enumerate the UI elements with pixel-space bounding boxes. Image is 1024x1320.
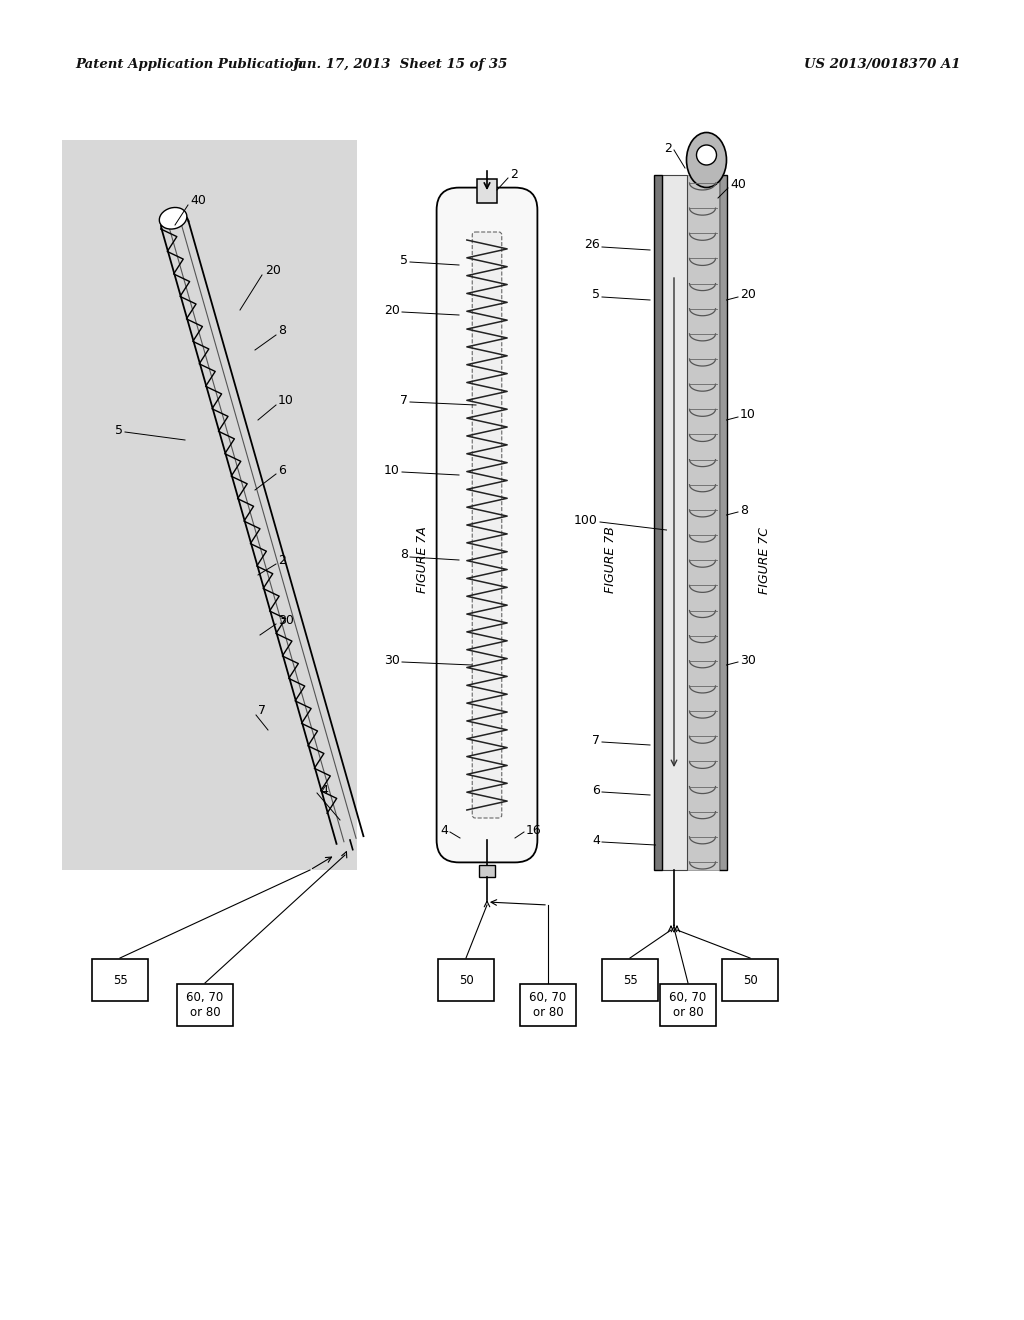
Text: 26: 26 xyxy=(585,239,600,252)
Text: 8: 8 xyxy=(278,323,286,337)
Text: 55: 55 xyxy=(623,974,637,986)
FancyBboxPatch shape xyxy=(479,865,495,876)
Text: 20: 20 xyxy=(265,264,281,276)
Text: 7: 7 xyxy=(592,734,600,747)
Ellipse shape xyxy=(686,132,726,187)
Text: 6: 6 xyxy=(278,463,286,477)
Text: 50: 50 xyxy=(742,974,758,986)
FancyBboxPatch shape xyxy=(436,187,538,862)
Text: 10: 10 xyxy=(384,463,400,477)
Text: 5: 5 xyxy=(115,424,123,437)
Text: 7: 7 xyxy=(400,393,408,407)
Text: 100: 100 xyxy=(574,513,598,527)
Text: 30: 30 xyxy=(384,653,400,667)
Text: 40: 40 xyxy=(190,194,206,206)
Text: US 2013/0018370 A1: US 2013/0018370 A1 xyxy=(804,58,961,71)
Text: Patent Application Publication: Patent Application Publication xyxy=(75,58,303,71)
FancyBboxPatch shape xyxy=(92,960,148,1001)
Text: 7: 7 xyxy=(258,704,266,717)
Ellipse shape xyxy=(696,145,717,165)
Text: 10: 10 xyxy=(278,393,294,407)
Text: 2: 2 xyxy=(510,169,518,181)
Text: 60, 70
or 80: 60, 70 or 80 xyxy=(186,991,223,1019)
FancyBboxPatch shape xyxy=(438,960,494,1001)
FancyBboxPatch shape xyxy=(177,983,233,1026)
FancyBboxPatch shape xyxy=(722,960,778,1001)
Text: 5: 5 xyxy=(400,253,408,267)
Text: 4: 4 xyxy=(319,784,328,796)
Text: 2: 2 xyxy=(665,141,672,154)
Text: 50: 50 xyxy=(459,974,473,986)
Text: 10: 10 xyxy=(740,408,756,421)
FancyBboxPatch shape xyxy=(686,176,719,870)
Text: 20: 20 xyxy=(740,289,756,301)
Text: 40: 40 xyxy=(730,178,745,191)
Text: 4: 4 xyxy=(440,824,449,837)
Text: 2: 2 xyxy=(278,553,286,566)
Text: 20: 20 xyxy=(384,304,400,317)
FancyBboxPatch shape xyxy=(472,232,502,818)
Text: 6: 6 xyxy=(592,784,600,796)
Text: FIGURE 7A: FIGURE 7A xyxy=(416,527,428,594)
Ellipse shape xyxy=(160,207,186,230)
Text: FIGURE 7B: FIGURE 7B xyxy=(603,527,616,594)
Text: 60, 70
or 80: 60, 70 or 80 xyxy=(670,991,707,1019)
FancyBboxPatch shape xyxy=(719,176,726,870)
Text: 55: 55 xyxy=(113,974,127,986)
Text: 5: 5 xyxy=(592,289,600,301)
Text: FIGURE 7C: FIGURE 7C xyxy=(759,527,771,594)
Text: 16: 16 xyxy=(526,824,542,837)
FancyBboxPatch shape xyxy=(660,983,716,1026)
FancyBboxPatch shape xyxy=(62,140,357,870)
Text: 30: 30 xyxy=(740,653,756,667)
Text: Jan. 17, 2013  Sheet 15 of 35: Jan. 17, 2013 Sheet 15 of 35 xyxy=(292,58,508,71)
Text: 8: 8 xyxy=(740,503,748,516)
Text: 8: 8 xyxy=(400,549,408,561)
FancyBboxPatch shape xyxy=(662,176,686,870)
Text: 4: 4 xyxy=(592,833,600,846)
Text: 30: 30 xyxy=(278,614,294,627)
FancyBboxPatch shape xyxy=(653,176,662,870)
FancyBboxPatch shape xyxy=(477,180,497,203)
Text: 60, 70
or 80: 60, 70 or 80 xyxy=(529,991,566,1019)
FancyBboxPatch shape xyxy=(520,983,575,1026)
FancyBboxPatch shape xyxy=(602,960,658,1001)
